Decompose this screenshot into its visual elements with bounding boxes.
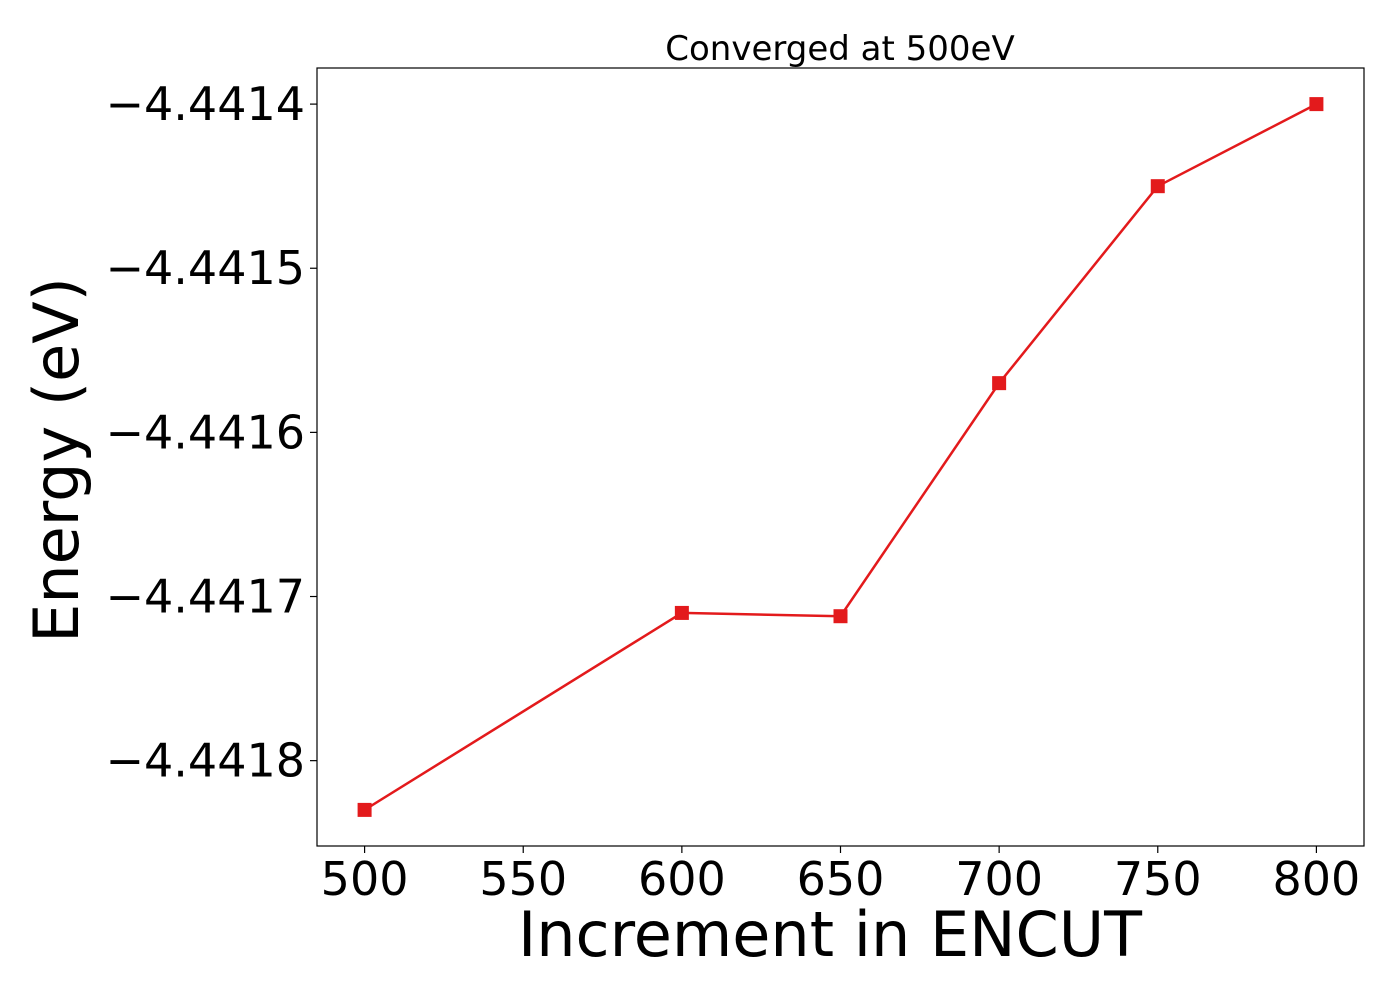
data-point-marker	[992, 376, 1007, 391]
data-point-marker	[674, 605, 689, 620]
x-axis-label: Increment in ENCUT	[518, 898, 1143, 971]
x-tick-label: 600	[638, 852, 726, 906]
x-tick-label: 550	[479, 852, 567, 906]
data-point-marker	[1309, 97, 1324, 112]
series-layer	[357, 97, 1324, 817]
plot-area-frame	[316, 67, 1365, 847]
y-tick-label: −4.4415	[106, 241, 306, 295]
x-tick-label: 750	[1114, 852, 1202, 906]
x-tick-label: 650	[797, 852, 885, 906]
series-line	[363, 102, 1317, 811]
y-axis-label: Energy (eV)	[20, 277, 93, 643]
y-tick-label: −4.4416	[106, 405, 306, 459]
y-tick-label: −4.4414	[106, 77, 306, 131]
y-tick-label: −4.4418	[106, 734, 306, 788]
chart-title: Converged at 500eV	[665, 29, 1014, 69]
y-tick-label: −4.4417	[106, 570, 306, 624]
data-point-marker	[1150, 179, 1165, 194]
x-tick-label: 700	[955, 852, 1043, 906]
x-axis: 500 550 600 650 700 750 800	[321, 846, 1361, 906]
data-point-marker	[357, 802, 372, 817]
y-axis: −4.4418 −4.4417 −4.4416 −4.4415 −4.4414	[106, 77, 317, 788]
x-tick-label: 800	[1273, 852, 1361, 906]
data-point-marker	[833, 609, 848, 624]
x-tick-label: 500	[321, 852, 409, 906]
